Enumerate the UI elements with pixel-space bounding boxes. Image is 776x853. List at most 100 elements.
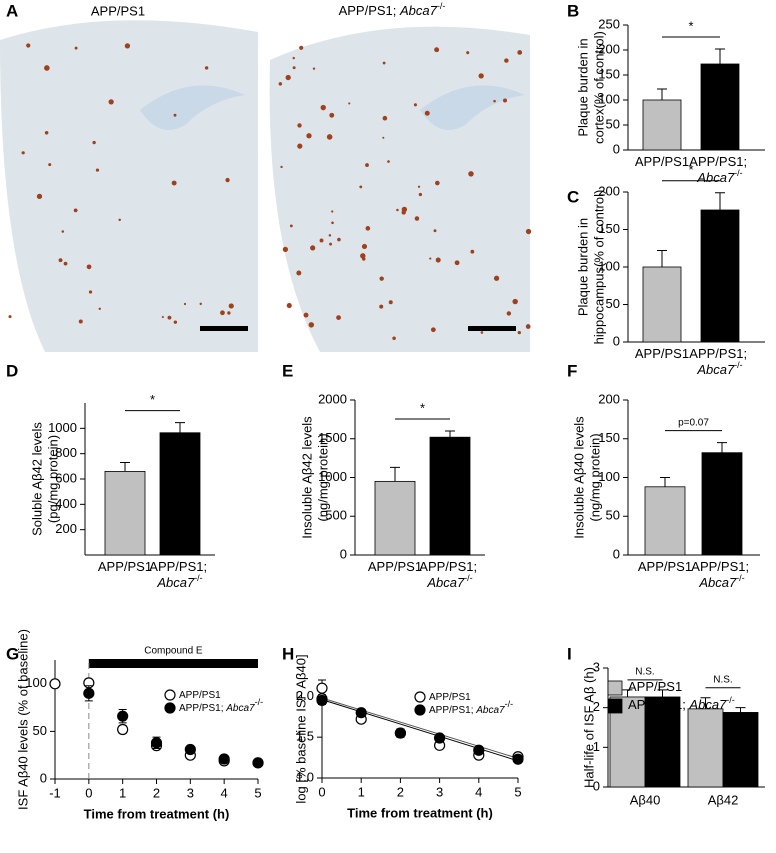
plaque bbox=[312, 67, 316, 70]
y-tick-label: 50 bbox=[606, 296, 620, 311]
plaque bbox=[36, 193, 43, 200]
plaque bbox=[435, 180, 440, 186]
plaque bbox=[86, 264, 92, 270]
legend-label: APP/PS1 bbox=[429, 692, 471, 703]
plaque bbox=[506, 311, 512, 316]
legend-marker bbox=[164, 689, 176, 701]
plaque bbox=[58, 258, 63, 263]
y-axis-label: (pg/mg protein) bbox=[45, 435, 60, 523]
y-axis-label: log [% baseline ISF Aβ40] bbox=[293, 654, 308, 803]
plaque bbox=[525, 228, 532, 235]
plaque bbox=[44, 65, 50, 71]
legend-label: APP/PS1 bbox=[628, 679, 682, 694]
bar bbox=[701, 452, 743, 556]
plaque bbox=[286, 302, 292, 309]
plaque bbox=[161, 315, 164, 319]
bar bbox=[687, 708, 724, 788]
bar bbox=[644, 486, 686, 556]
plaque bbox=[310, 245, 316, 251]
x-tick-label: Aβ42 bbox=[708, 792, 739, 807]
plaque bbox=[173, 320, 178, 324]
plaque bbox=[466, 51, 470, 55]
x-tick-label: APP/PS1 bbox=[635, 346, 689, 361]
point bbox=[218, 753, 230, 765]
error-bar bbox=[715, 48, 725, 64]
y-axis-label: Half-life of ISF Aβ (h) bbox=[581, 667, 596, 788]
plaque bbox=[320, 104, 326, 111]
x-tick-label: 5 bbox=[514, 784, 521, 799]
point bbox=[252, 757, 264, 769]
panel-letter: G bbox=[6, 644, 19, 663]
x-axis-label: Time from treatment (h) bbox=[84, 806, 230, 821]
point bbox=[316, 694, 328, 707]
legend-swatch bbox=[607, 680, 623, 696]
plaque bbox=[8, 315, 12, 319]
plaque bbox=[413, 103, 417, 107]
bar bbox=[159, 432, 201, 556]
x-tick-label: 3 bbox=[436, 784, 443, 799]
plaque bbox=[48, 163, 52, 167]
plaque bbox=[525, 324, 531, 329]
y-tick-label: 50 bbox=[33, 723, 47, 738]
panel-letter: D bbox=[6, 361, 18, 380]
image-label: APP/PS1; Abca7-/- bbox=[339, 1, 446, 18]
plaque bbox=[328, 234, 332, 237]
plaque bbox=[478, 73, 484, 79]
plaque bbox=[282, 246, 289, 253]
plaque bbox=[517, 50, 523, 55]
y-tick-label: 2000 bbox=[318, 391, 347, 406]
fit-line bbox=[321, 697, 519, 759]
plaque bbox=[88, 290, 93, 294]
point bbox=[355, 707, 367, 719]
error-bar bbox=[660, 477, 670, 487]
plaques bbox=[8, 43, 532, 340]
error-bar bbox=[120, 462, 130, 472]
plaque bbox=[388, 300, 393, 305]
point bbox=[117, 710, 129, 722]
error-bar bbox=[390, 466, 400, 482]
y-tick-label: 0 bbox=[613, 333, 620, 348]
plaque bbox=[21, 151, 25, 155]
bar bbox=[642, 99, 682, 151]
plaque bbox=[296, 270, 302, 276]
y-tick-label: 2 bbox=[593, 699, 600, 714]
hippocampus bbox=[140, 85, 245, 130]
legend-label: APP/PS1; Abca7-/- bbox=[628, 695, 735, 712]
y-axis-label: ISF Aβ40 levels (% of baseline) bbox=[15, 629, 30, 810]
plaque bbox=[292, 66, 296, 70]
legend-marker bbox=[414, 704, 426, 716]
plaque bbox=[26, 43, 31, 48]
plaque bbox=[61, 230, 65, 233]
plaque bbox=[204, 66, 209, 70]
plaque bbox=[124, 43, 131, 49]
plaque bbox=[74, 46, 78, 50]
legend-label: APP/PS1; Abca7-/- bbox=[429, 699, 513, 715]
plaque bbox=[171, 180, 177, 186]
error-bar bbox=[445, 430, 455, 438]
plaque bbox=[225, 177, 230, 183]
plaque bbox=[365, 226, 371, 231]
error-bar bbox=[175, 422, 185, 433]
panel-letter: F bbox=[567, 361, 577, 380]
bar bbox=[700, 209, 740, 343]
plaque bbox=[417, 185, 421, 188]
plaque bbox=[199, 302, 202, 306]
y-tick-label: 100 bbox=[598, 258, 620, 273]
y-tick-label: 2.0 bbox=[296, 688, 314, 703]
plaque bbox=[435, 257, 441, 263]
point bbox=[394, 727, 406, 739]
plaque bbox=[329, 242, 332, 246]
point bbox=[83, 687, 95, 699]
plaque bbox=[92, 140, 96, 145]
plaque bbox=[493, 275, 500, 281]
legend-swatch bbox=[607, 698, 623, 714]
y-axis-label: Insoluble Aβ40 levels bbox=[571, 416, 586, 539]
plaque bbox=[361, 243, 368, 250]
image-label: APP/PS1 bbox=[91, 3, 145, 18]
plaque bbox=[98, 307, 101, 311]
x-tick-label: APP/PS1; Abca7-/- bbox=[149, 559, 210, 590]
point bbox=[473, 744, 485, 756]
treatment-label: Compound E bbox=[144, 646, 203, 657]
bar bbox=[644, 696, 681, 788]
plaque bbox=[285, 74, 291, 81]
